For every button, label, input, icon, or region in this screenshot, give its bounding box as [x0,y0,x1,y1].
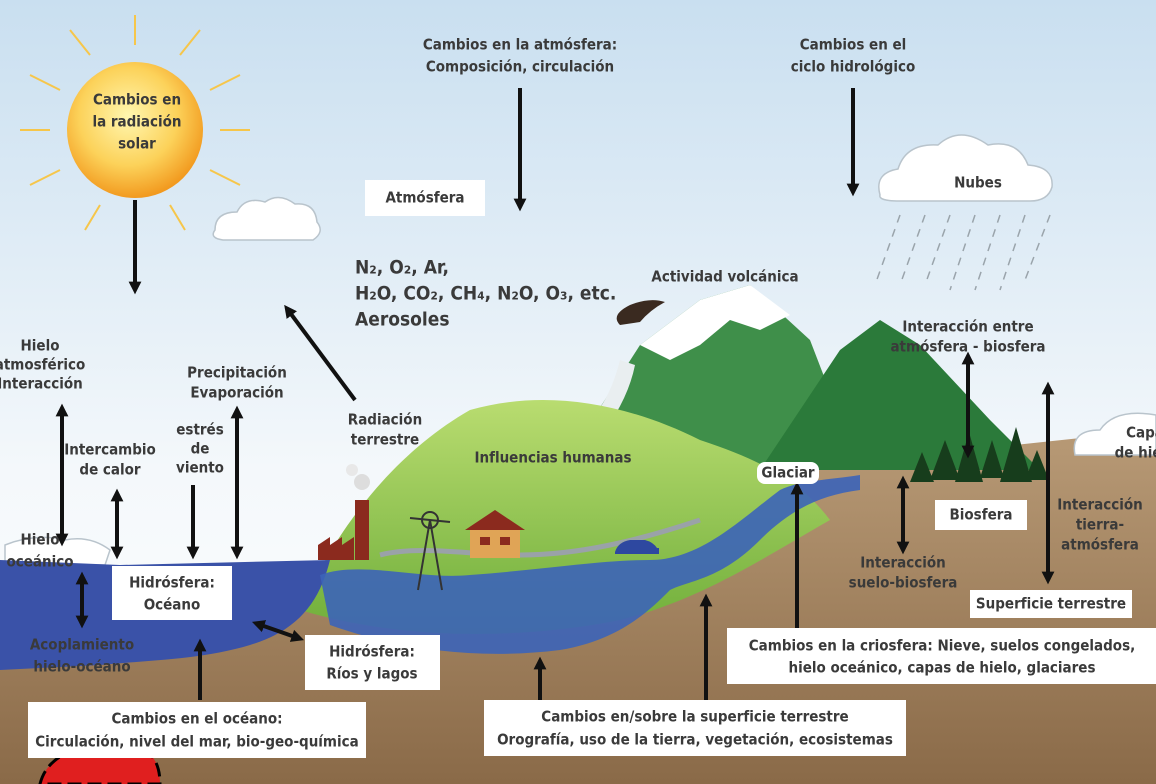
label: Actividad volcánica [651,268,798,286]
label: Cambios en el océano: [111,710,282,728]
label: Cambios en la criosfera: Nieve, suelos c… [749,637,1135,655]
label: Glaciar [761,464,815,482]
label: Interacción [0,375,83,393]
label: ciclo hidrológico [791,58,915,76]
label: de [191,440,210,458]
label: Océano [144,596,201,614]
label: Hidrósfera: [329,643,415,661]
label: Cambios en [93,91,181,109]
label: Hielo [21,531,60,549]
label: Capa [1126,424,1156,442]
label: oceánico [6,553,73,571]
label: Cambios en/sobre la superficie terrestre [541,708,848,726]
label: terrestre [351,431,419,449]
label: Ríos y lagos [326,665,417,683]
label: solar [118,135,156,153]
label: Nubes [954,174,1002,192]
label: Radiación [348,411,422,429]
label: Interacción [1057,496,1143,514]
label: viento [176,459,224,477]
label: Intercambio [64,441,156,459]
label: atmósfera [1061,536,1139,554]
label: Composición, circulación [426,58,614,76]
label: atmosférico [0,356,85,374]
label: Acoplamiento [30,636,134,654]
label: Interacción [860,554,946,572]
label: Cambios en el [800,36,907,54]
label: H₂O, CO₂, CH₄, N₂O, O₃, etc. [355,283,616,305]
label: Biosfera [950,506,1013,524]
label: N₂, O₂, Ar, [355,257,449,279]
label: Atmósfera [385,189,464,207]
label: de hielo [1115,444,1156,462]
label: Precipitación [187,364,287,382]
label: la radiación [92,113,181,131]
label: Influencias humanas [474,449,631,467]
label: atmósfera - biosfera [890,338,1045,356]
label: Cambios en la atmósfera: [423,36,617,54]
label: suelo-biosfera [849,574,958,592]
label: hielo oceánico, capas de hielo, glaciare… [789,659,1096,677]
label: Evaporación [190,384,283,402]
label: Superficie terrestre [976,595,1126,613]
label: Aerosoles [355,309,450,331]
label: estrés [176,421,224,439]
label: Circulación, nivel del mar, bio-geo-quím… [35,733,358,751]
label: Hielo [21,337,60,355]
label: Interacción entre [902,318,1033,336]
climate-diagram: Cambios en la atmósfera: Composición, cir… [0,0,1156,784]
label: de calor [79,461,141,479]
label: hielo-océano [33,658,130,676]
label: Orografía, uso de la tierra, vegetación,… [497,731,893,749]
label: tierra- [1076,516,1124,534]
label: Hidrósfera: [129,574,215,592]
